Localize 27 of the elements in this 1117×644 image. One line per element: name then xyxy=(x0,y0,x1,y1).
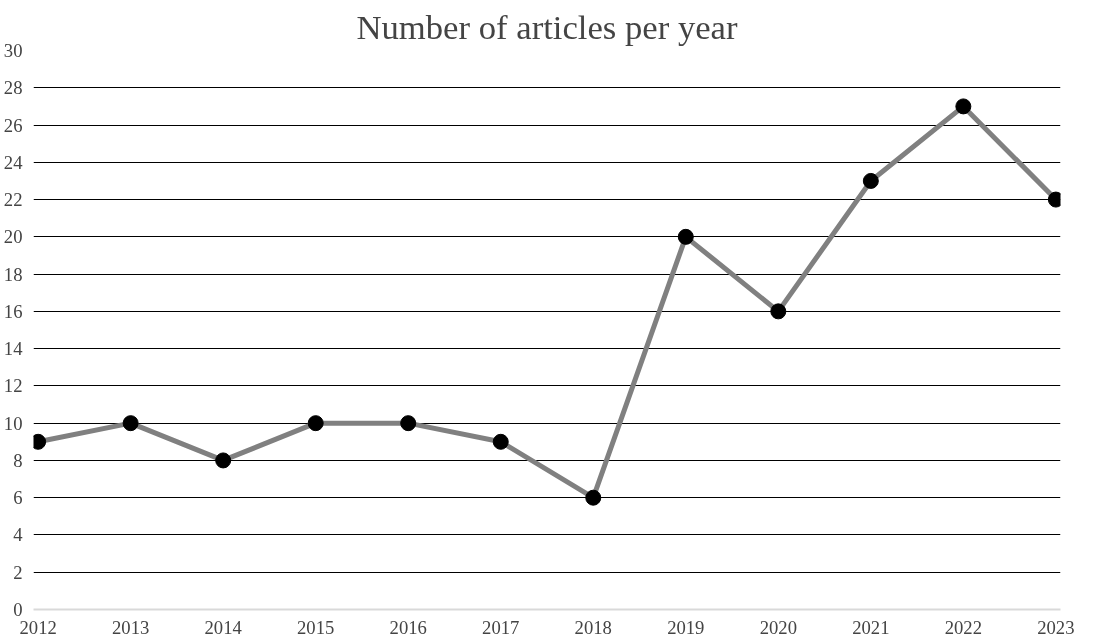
y-tick-label: 10 xyxy=(3,412,23,434)
y-tick-label: 4 xyxy=(13,524,24,546)
y-tick-label: 18 xyxy=(3,263,23,285)
x-tick-label: 2022 xyxy=(944,616,983,638)
x-tick-label: 2017 xyxy=(482,616,520,638)
y-tick-label: 2 xyxy=(13,561,23,583)
x-tick-label: 2016 xyxy=(389,616,427,638)
y-tick-label: 12 xyxy=(3,375,23,397)
y-tick-label: 14 xyxy=(3,338,24,360)
x-tick-label: 2019 xyxy=(667,616,705,638)
y-tick-label: 16 xyxy=(3,300,23,322)
y-tick-label: 24 xyxy=(3,151,24,173)
x-tick-label: 2013 xyxy=(111,616,150,638)
y-tick-label: 6 xyxy=(13,487,23,509)
x-tick-label: 2018 xyxy=(574,616,612,638)
y-tick-label: 26 xyxy=(3,114,23,136)
y-tick-label: 28 xyxy=(3,77,23,99)
y-tick-label: 8 xyxy=(13,449,23,471)
x-tick-label: 2021 xyxy=(852,616,890,638)
x-tick-label: 2014 xyxy=(204,616,243,638)
y-tick-label: 22 xyxy=(3,189,23,211)
x-tick-label: 2015 xyxy=(297,616,335,638)
x-tick-label: 2020 xyxy=(759,616,797,638)
y-tick-label: 20 xyxy=(3,226,23,248)
y-tick-label: 30 xyxy=(3,40,23,61)
x-tick-label: 2023 xyxy=(1037,616,1075,638)
chart-title: Number of articles per year xyxy=(356,7,738,46)
